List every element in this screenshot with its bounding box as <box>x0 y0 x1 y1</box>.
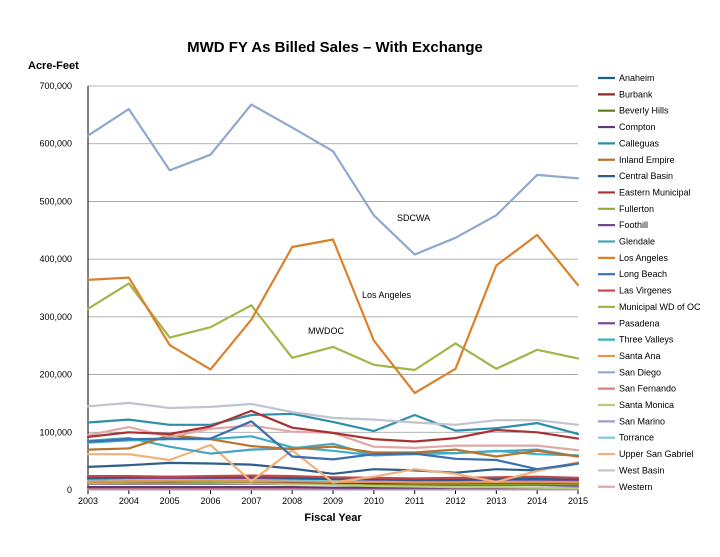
x-tick-label: 2004 <box>119 496 139 506</box>
legend-label-los-angeles: Los Angeles <box>619 253 669 263</box>
legend-label-central-basin: Central Basin <box>619 171 673 181</box>
annotations: SDCWA Los Angeles MWDOC <box>308 213 430 336</box>
series-line-west-basin <box>86 401 580 426</box>
x-tick-label: 2011 <box>405 496 424 506</box>
legend-label-foothill: Foothill <box>619 220 648 230</box>
x-tick-label: 2009 <box>323 496 343 506</box>
series-line-central-basin <box>86 461 580 475</box>
legend-label-pasadena: Pasadena <box>619 318 660 328</box>
y-tick-label: 500,000 <box>39 196 72 206</box>
series-line-long-beach <box>86 420 580 471</box>
series-line-las-virgenes <box>86 474 580 480</box>
series-line-inland-empire <box>86 434 580 458</box>
x-axis-label: Fiscal Year <box>304 512 362 524</box>
y-tick-label: 400,000 <box>39 254 72 264</box>
x-tick-label: 2007 <box>241 496 261 506</box>
x-tick-label: 2015 <box>568 496 588 506</box>
y-tick-label: 600,000 <box>39 139 72 149</box>
legend-label-las-virgenes: Las Virgenes <box>619 286 672 296</box>
legend-label-glendale: Glendale <box>619 237 655 247</box>
series-lines <box>86 103 580 491</box>
series-line-los-angeles <box>86 233 580 395</box>
legend-label-upper-san-gabriel: Upper San Gabriel <box>619 449 694 459</box>
annotation-sdcwa: SDCWA <box>397 213 430 223</box>
x-tick-label: 2003 <box>78 496 98 506</box>
y-tick-label: 100,000 <box>39 427 72 437</box>
x-tick-label: 2010 <box>364 496 384 506</box>
y-tick-label: 700,000 <box>39 81 72 91</box>
legend-label-anaheim: Anaheim <box>619 73 655 83</box>
y-tick-label: 0 <box>67 485 72 495</box>
x-tick-label: 2006 <box>200 496 220 506</box>
series-line-upper-san-gabriel <box>86 443 580 484</box>
chart-title: MWD FY As Billed Sales – With Exchange <box>187 39 483 56</box>
legend-label-torrance: Torrance <box>619 433 654 443</box>
y-axis-ticks: 0 100,000 200,000 300,000 400,000 500,000 600,… <box>39 81 72 495</box>
legend-label-western: Western <box>619 482 652 492</box>
legend-label-municipal-wd-of-oc: Municipal WD of OC <box>619 302 701 312</box>
legend-label-inland-empire: Inland Empire <box>619 155 675 165</box>
legend-label-eastern-municipal: Eastern Municipal <box>619 187 691 197</box>
y-tick-label: 200,000 <box>39 370 72 380</box>
x-tick-label: 2014 <box>527 496 547 506</box>
legend-label-san-fernando: San Fernando <box>619 384 676 394</box>
x-axis-ticks: 2003 2004 2005 2006 2007 2008 2009 2010 2011 2012… <box>78 490 588 506</box>
legend-label-west-basin: West Basin <box>619 465 664 475</box>
annotation-los-angeles: Los Angeles <box>362 290 412 300</box>
legend-label-fullerton: Fullerton <box>619 204 654 214</box>
y-axis-unit-label: Acre-Feet <box>28 60 79 72</box>
series-line-municipal-wd-of-oc <box>86 282 580 372</box>
legend-label-compton: Compton <box>619 122 656 132</box>
x-tick-label: 2008 <box>282 496 302 506</box>
series-line-calleguas <box>86 412 580 436</box>
legend-label-beverly-hills: Beverly Hills <box>619 106 669 116</box>
legend-label-three-valleys: Three Valleys <box>619 335 674 345</box>
legend-label-santa-ana: Santa Ana <box>619 351 661 361</box>
legend-label-santa-monica: Santa Monica <box>619 400 674 410</box>
x-tick-label: 2005 <box>160 496 180 506</box>
legend: Anaheim Burbank Beverly Hills Compton Calleg… <box>598 73 701 492</box>
annotation-mwdoc: MWDOC <box>308 326 344 336</box>
series-line-san-diego <box>86 103 580 256</box>
y-tick-label: 300,000 <box>39 312 72 322</box>
x-tick-label: 2012 <box>445 496 465 506</box>
x-tick-label: 2013 <box>486 496 506 506</box>
legend-label-calleguas: Calleguas <box>619 138 660 148</box>
legend-label-long-beach: Long Beach <box>619 269 667 279</box>
legend-label-burbank: Burbank <box>619 89 653 99</box>
legend-label-san-diego: San Diego <box>619 367 661 377</box>
series-line-eastern-municipal <box>86 409 580 443</box>
legend-label-san-marino: San Marino <box>619 416 665 426</box>
